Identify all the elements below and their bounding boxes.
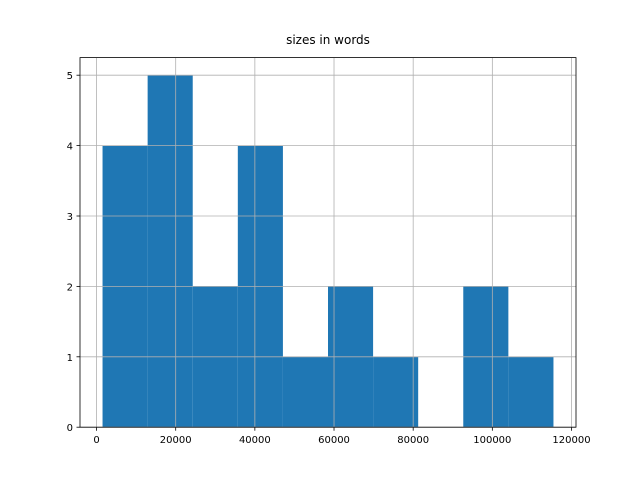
y-tick-label: 2 [67,282,73,293]
y-tick-label: 3 [67,212,73,223]
x-tick-label: 120000 [552,435,590,446]
x-tick-label: 40000 [239,435,271,446]
y-tick-label: 1 [67,353,73,364]
y-tick-label: 0 [67,423,73,434]
bar [373,356,419,428]
bar [508,356,554,428]
y-tick-label: 5 [67,71,73,82]
x-tick-label: 0 [93,435,99,446]
chart-title: sizes in words [286,33,370,47]
x-tick-label: 20000 [160,435,192,446]
x-tick-label: 60000 [318,435,350,446]
x-tick-label: 80000 [397,435,429,446]
bar [147,75,193,428]
bar [282,356,329,428]
plot-frame [79,57,577,428]
x-tick-label: 100000 [473,435,511,446]
y-tick-label: 4 [67,142,73,153]
